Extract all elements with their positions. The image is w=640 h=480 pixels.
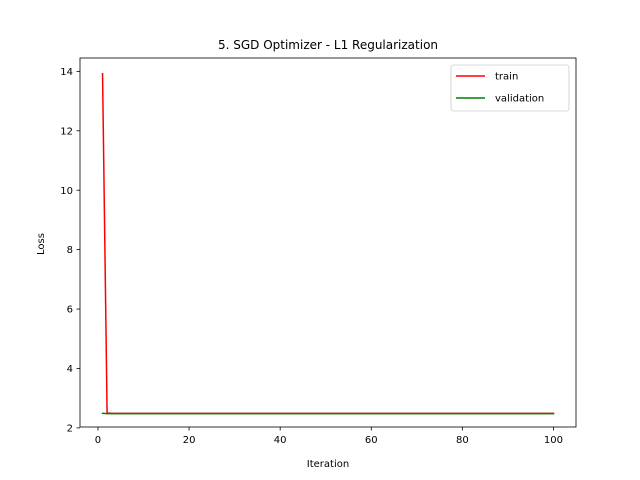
y-tick-label: 12 [60, 126, 73, 137]
y-tick-label: 14 [60, 67, 73, 78]
x-axis-label: Iteration [307, 459, 349, 470]
y-axis-label: Loss [36, 233, 47, 255]
y-tick-label: 4 [67, 364, 73, 375]
x-tick-label: 20 [183, 435, 196, 446]
plot-frame [79, 57, 577, 428]
y-tick-label: 8 [67, 245, 73, 256]
legend-label-train: train [495, 72, 518, 83]
y-tick-label: 10 [60, 186, 73, 197]
y-tick-label: 6 [67, 305, 73, 316]
legend-label-validation: validation [495, 94, 544, 105]
x-tick-label: 40 [274, 435, 287, 446]
x-tick-label: 80 [456, 435, 469, 446]
x-tick-label: 60 [365, 435, 378, 446]
x-tick-label: 0 [95, 435, 101, 446]
chart-title: 5. SGD Optimizer - L1 Regularization [218, 38, 438, 52]
legend: train validation [450, 64, 570, 112]
x-tick-label: 100 [544, 435, 563, 446]
y-tick-label: 2 [67, 423, 73, 434]
plot-area: 0 20 40 60 80 100 2 4 6 8 10 12 14 [60, 57, 577, 446]
